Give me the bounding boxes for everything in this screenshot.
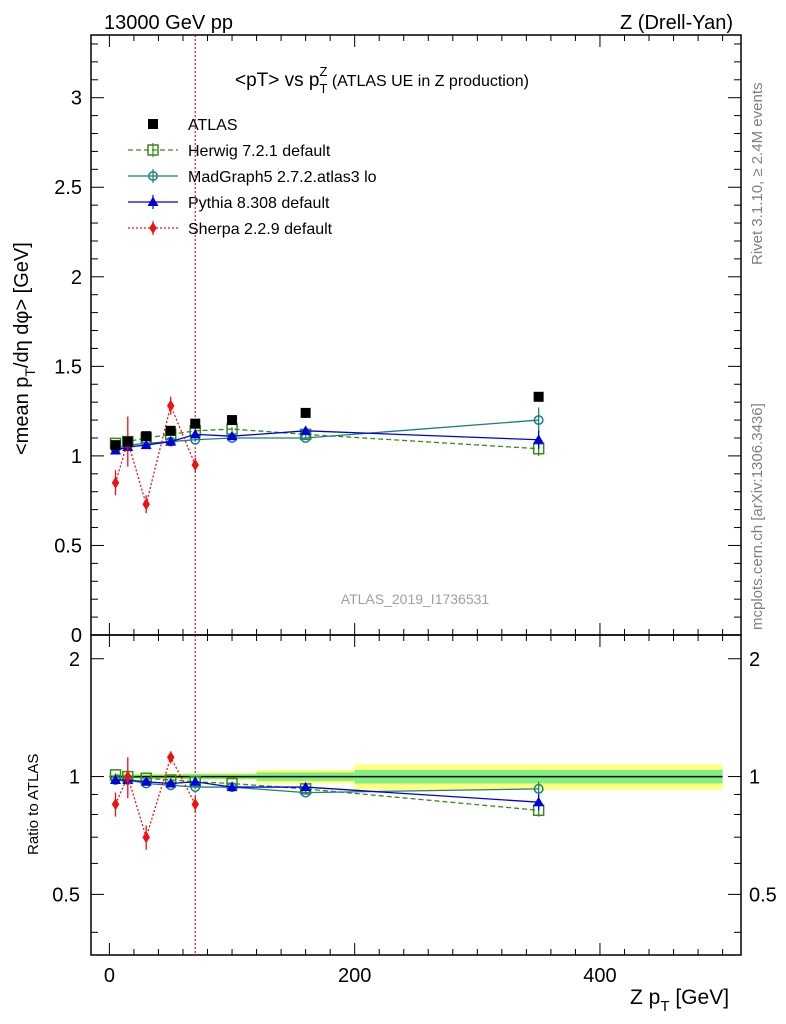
data-point-sherpa <box>166 399 175 412</box>
data-point-atlas <box>148 119 158 129</box>
legend-label-sherpa: Sherpa 2.2.9 default <box>188 221 333 238</box>
series-line-herwig <box>115 428 539 450</box>
data-point-sherpa <box>191 458 199 471</box>
data-point-sherpa <box>111 476 120 489</box>
main-y-tick-label: 1 <box>71 446 82 468</box>
main-y-tick-label: 2 <box>71 267 82 289</box>
ratio-y-tick-label: 0.5 <box>52 884 80 906</box>
data-point-atlas <box>190 418 201 429</box>
ratio-panel-background <box>109 764 723 790</box>
data-point-madgraph <box>533 415 544 426</box>
legend-label-atlas: ATLAS <box>188 117 238 134</box>
main-y-tick-label: 2.5 <box>54 177 82 199</box>
data-point-sherpa <box>149 222 157 234</box>
series-line-herwig <box>115 774 539 811</box>
data-point-sherpa <box>166 751 175 764</box>
data-point-pythia <box>300 425 312 435</box>
collision-label: 13000 GeV pp <box>104 12 233 34</box>
rivet-version-label: Rivet 3.1.10, ≥ 2.4M events <box>749 83 766 266</box>
panel-frames <box>90 34 742 956</box>
data-point-pythia <box>226 781 238 792</box>
data-point-pythia <box>533 796 545 807</box>
ratio-y-tick-label-right: 1 <box>749 767 760 789</box>
ratio-panel-data <box>109 751 545 850</box>
data-point-atlas <box>533 391 544 402</box>
main-y-axis-label: <mean pT/dη dφ> [GeV] <box>11 242 38 455</box>
data-point-pythia <box>533 434 545 444</box>
series-line-pythia <box>115 430 539 452</box>
data-point-atlas <box>141 431 152 442</box>
data-point-atlas <box>122 436 133 447</box>
ratio-y-tick-label-right: 0.5 <box>749 884 777 906</box>
legend-label-madgraph: MadGraph5 2.7.2.atlas3 lo <box>188 169 377 186</box>
mcplots-reference-label: mcplots.cern.ch [arXiv:1306.3436] <box>749 403 766 630</box>
x-tick-label: 400 <box>583 965 616 987</box>
x-axis-label: Z pT [GeV] <box>630 986 729 1015</box>
x-tick-label: 0 <box>104 965 115 987</box>
data-point-pythia <box>226 430 238 441</box>
data-point-madgraph <box>533 783 544 794</box>
analysis-id-watermark: ATLAS_2019_I1736531 <box>341 591 490 607</box>
data-point-atlas <box>227 415 238 426</box>
main-y-tick-label: 3 <box>71 88 82 110</box>
data-point-madgraph <box>148 171 158 181</box>
data-point-pythia <box>165 778 177 788</box>
data-point-atlas <box>165 425 176 436</box>
ratio-y-tick-label: 2 <box>69 649 80 671</box>
data-point-atlas <box>300 407 311 418</box>
plot-title: <pT> vs pZ T (ATLAS UE in Z production) <box>235 64 529 96</box>
data-point-atlas <box>110 440 121 451</box>
legend-label-herwig: Herwig 7.2.1 default <box>188 143 331 160</box>
data-point-pythia <box>110 774 122 784</box>
x-tick-label: 200 <box>338 965 371 987</box>
process-label: Z (Drell-Yan) <box>620 12 733 34</box>
ratio-y-tick-label: 1 <box>69 767 80 789</box>
legend-label-pythia: Pythia 8.308 default <box>188 195 330 212</box>
data-point-pythia <box>300 781 312 792</box>
data-point-herwig <box>147 144 159 156</box>
data-point-sherpa <box>142 498 150 511</box>
ratio-y-axis-label: Ratio to ATLAS <box>25 754 42 855</box>
data-point-pythia <box>147 196 159 206</box>
data-point-pythia <box>140 776 152 786</box>
data-point-sherpa <box>124 770 132 783</box>
legend: ATLAS Herwig 7.2.1 default MadGraph5 2.7.2… <box>128 117 377 238</box>
main-y-tick-label: 0.5 <box>54 535 82 557</box>
main-y-tick-label: 1.5 <box>54 356 82 378</box>
data-point-pythia <box>165 436 177 446</box>
data-point-pythia <box>189 428 201 439</box>
main-y-tick-label: 0 <box>71 625 82 647</box>
data-point-sherpa <box>191 798 199 811</box>
ratio-y-tick-label-right: 2 <box>749 649 760 671</box>
ratio-panel-frame <box>90 634 742 956</box>
data-point-pythia <box>189 776 201 786</box>
axes-ticks: 0 200 400 0 0.5 1 1.5 2 2.5 3 0.5 0.5 1 1 2 2 <box>52 35 777 987</box>
data-point-sherpa <box>111 798 120 811</box>
main-panel-data <box>109 35 545 955</box>
data-point-pythia <box>140 439 152 450</box>
data-point-sherpa <box>142 831 150 844</box>
